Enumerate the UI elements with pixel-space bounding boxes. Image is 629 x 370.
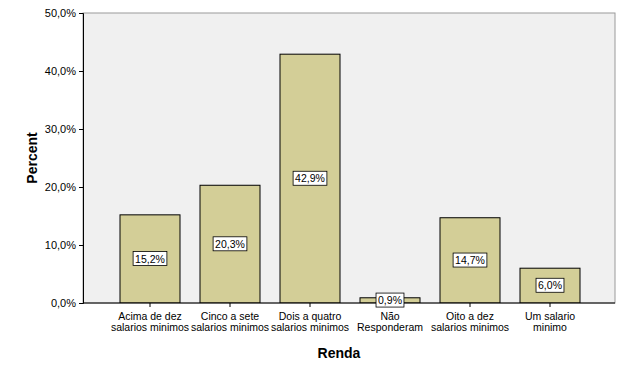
data-label: 6,0% — [536, 278, 564, 292]
y-tick: 10,0% — [45, 239, 83, 251]
y-tick-mark — [79, 303, 83, 304]
x-tick-label-line: salarios minimos — [431, 321, 509, 333]
data-label-box — [213, 237, 247, 251]
y-tick: 50,0% — [45, 7, 83, 19]
x-axis: Acima de dezsalarios minimosCinco a sete… — [83, 303, 615, 333]
x-tick: Um salariominimo — [525, 303, 575, 333]
y-tick-label: 20,0% — [45, 181, 76, 193]
bars — [120, 54, 580, 303]
y-axis-title: Percent — [24, 132, 40, 184]
data-label: 42,9% — [293, 171, 327, 185]
y-axis: 0,0% 10,0% 20,0% 30,0% 40,0% 50,0% — [45, 7, 84, 309]
chart: 0,0% 10,0% 20,0% 30,0% 40,0% 50,0% Acima de de… — [0, 0, 629, 370]
y-tick-label: 40,0% — [45, 65, 76, 77]
y-tick-mark — [79, 13, 83, 14]
bar — [520, 268, 580, 303]
x-tick-mark — [310, 303, 311, 307]
x-tick: NãoResponderam — [357, 303, 423, 333]
data-label-text: 6,0% — [538, 279, 562, 291]
x-tick-mark — [550, 303, 551, 307]
x-tick-label: Acima de dezsalarios minimos — [111, 310, 189, 333]
y-tick-label: 10,0% — [45, 239, 76, 251]
x-tick-mark — [150, 303, 151, 307]
y-tick-mark — [79, 187, 83, 188]
x-tick: Acima de dezsalarios minimos — [111, 303, 189, 333]
x-tick-label: NãoResponderam — [357, 310, 423, 333]
data-label-text: 15,2% — [135, 253, 165, 265]
x-tick-label: Dois a quatrosalarios minimos — [271, 310, 349, 333]
data-label: 14,7% — [453, 253, 487, 267]
data-label-box — [133, 252, 167, 266]
x-tick-mark — [230, 303, 231, 307]
y-axis-line — [79, 14, 84, 304]
x-tick-label-line: Responderam — [357, 321, 423, 333]
data-label-text: 14,7% — [455, 254, 485, 266]
x-axis-line — [83, 303, 615, 304]
x-tick-label: Um salariominimo — [525, 310, 575, 333]
x-tick-label: Oito a dezsalarios minimos — [431, 310, 509, 333]
data-label: 20,3% — [213, 237, 247, 251]
y-tick: 20,0% — [45, 181, 83, 193]
data-label-text: 20,3% — [215, 238, 245, 250]
x-tick: Oito a dezsalarios minimos — [431, 303, 509, 333]
data-label-box — [376, 293, 404, 307]
plot-area — [83, 13, 615, 303]
x-tick-mark — [470, 303, 471, 307]
x-tick-label-line: minimo — [533, 321, 567, 333]
data-label-text: 0,9% — [378, 294, 402, 306]
y-tick-label: 30,0% — [45, 123, 76, 135]
bar — [440, 218, 500, 303]
bar — [280, 54, 340, 303]
y-tick-mark — [79, 245, 83, 246]
x-tick: Dois a quatrosalarios minimos — [271, 303, 349, 333]
x-tick-label-line: salarios minimos — [271, 321, 349, 333]
data-label-box — [536, 278, 564, 292]
x-tick: Cinco a setesalarios minimos — [191, 303, 269, 333]
x-axis-title: Renda — [318, 345, 361, 361]
bar — [120, 215, 180, 303]
y-tick-label: 50,0% — [45, 7, 76, 19]
data-label-box — [453, 253, 487, 267]
y-tick: 0,0% — [51, 297, 83, 309]
data-label-box — [293, 171, 327, 185]
x-tick-label-line: salarios minimos — [111, 321, 189, 333]
y-tick-label: 0,0% — [51, 297, 76, 309]
y-tick-mark — [79, 71, 83, 72]
x-tick-label: Cinco a setesalarios minimos — [191, 310, 269, 333]
y-tick-mark — [79, 129, 83, 130]
data-label-text: 42,9% — [295, 172, 325, 184]
y-tick: 40,0% — [45, 65, 83, 77]
x-tick-label-line: salarios minimos — [191, 321, 269, 333]
y-tick: 30,0% — [45, 123, 83, 135]
data-label: 15,2% — [133, 252, 167, 266]
data-label: 0,9% — [376, 293, 404, 307]
data-labels: 15,2% 20,3% 42,9% 0,9% 14,7% 6,0% — [133, 171, 564, 307]
bar — [200, 185, 260, 303]
